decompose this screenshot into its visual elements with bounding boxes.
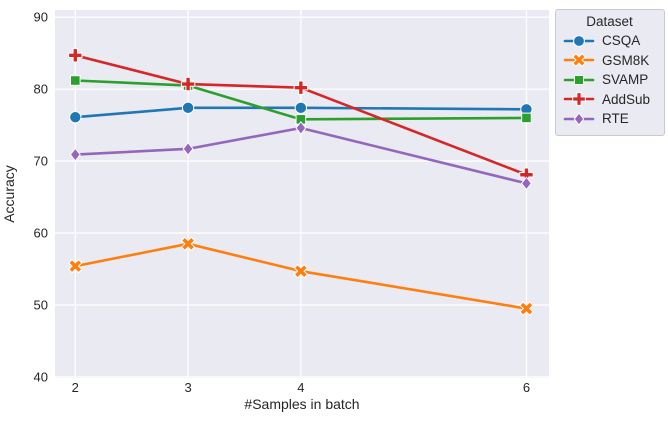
diamond-marker-icon — [69, 147, 81, 162]
series-line — [74, 79, 528, 121]
legend-item-csqa[interactable]: CSQA — [563, 31, 656, 51]
plus-marker-icon — [293, 80, 309, 95]
csqa-line-circle-icon — [563, 34, 595, 47]
x-marker-icon — [180, 236, 196, 252]
plus-marker-icon — [572, 92, 586, 107]
series-csqa — [69, 101, 533, 124]
legend-label-gsm8k: GSM8K — [602, 52, 650, 68]
square-marker-icon — [70, 75, 81, 86]
x-tick-label: 2 — [72, 380, 79, 395]
legend-label-rte: RTE — [602, 111, 629, 127]
legend-label-addsub: AddSub — [602, 91, 651, 107]
legend-item-gsm8k[interactable]: GSM8K — [563, 51, 656, 71]
x-tick-label: 4 — [297, 380, 304, 395]
diamond-marker-icon — [182, 141, 194, 156]
plot-layer: 40 50 60 70 80 90 2 3 4 6 — [34, 10, 549, 395]
svamp-line-square-icon — [563, 74, 595, 85]
y-tick-label: 70 — [34, 154, 48, 169]
circle-marker-icon — [69, 110, 82, 124]
square-marker-icon — [521, 112, 532, 124]
x-marker-icon — [519, 301, 534, 316]
diamond-marker-icon — [295, 120, 307, 135]
series-addsub — [68, 48, 534, 182]
y-tick-label: 90 — [34, 10, 48, 25]
legend-title: Dataset — [586, 14, 633, 29]
y-tick-label: 60 — [34, 226, 48, 241]
legend-label-svamp: SVAMP — [602, 72, 649, 88]
diamond-marker-icon — [573, 112, 585, 126]
plus-marker-icon — [68, 48, 83, 63]
legend-item-rte[interactable]: RTE — [563, 109, 656, 129]
series-line — [74, 242, 528, 310]
gridlines — [55, 10, 549, 378]
y-tick-label: 80 — [34, 82, 48, 97]
diamond-marker-icon — [520, 176, 532, 191]
x-axis-label: #Samples in batch — [244, 396, 359, 412]
x-marker-icon — [68, 258, 83, 274]
legend-label-csqa: CSQA — [602, 33, 641, 49]
series-line — [74, 126, 528, 185]
y-tick-label: 50 — [34, 297, 48, 312]
circle-marker-icon — [573, 34, 585, 47]
rte-line-diamond-icon — [563, 112, 595, 126]
legend-item-addsub[interactable]: AddSub — [563, 90, 656, 110]
series-gsm8k — [68, 236, 534, 316]
series-line — [74, 106, 528, 119]
x-tick-label: 6 — [523, 380, 530, 395]
y-axis-label: Accuracy — [1, 165, 17, 223]
plus-marker-icon — [180, 76, 196, 92]
square-marker-icon — [573, 74, 585, 85]
series-line — [74, 54, 528, 177]
circle-marker-icon — [294, 101, 308, 115]
plot-area — [55, 10, 549, 378]
series-rte — [69, 120, 532, 191]
gsm8k-line-x-icon — [563, 53, 595, 68]
circle-marker-icon — [181, 101, 195, 115]
legend: Dataset CSQA GSM8K SVAMP AddSub RTE — [555, 9, 665, 136]
legend-item-svamp[interactable]: SVAMP — [563, 70, 656, 90]
addsub-line-plus-icon — [563, 92, 595, 107]
x-tick-label: 3 — [184, 380, 191, 395]
y-tick-label: 40 — [34, 369, 48, 384]
x-marker-icon — [572, 53, 586, 68]
x-marker-icon — [293, 263, 309, 279]
